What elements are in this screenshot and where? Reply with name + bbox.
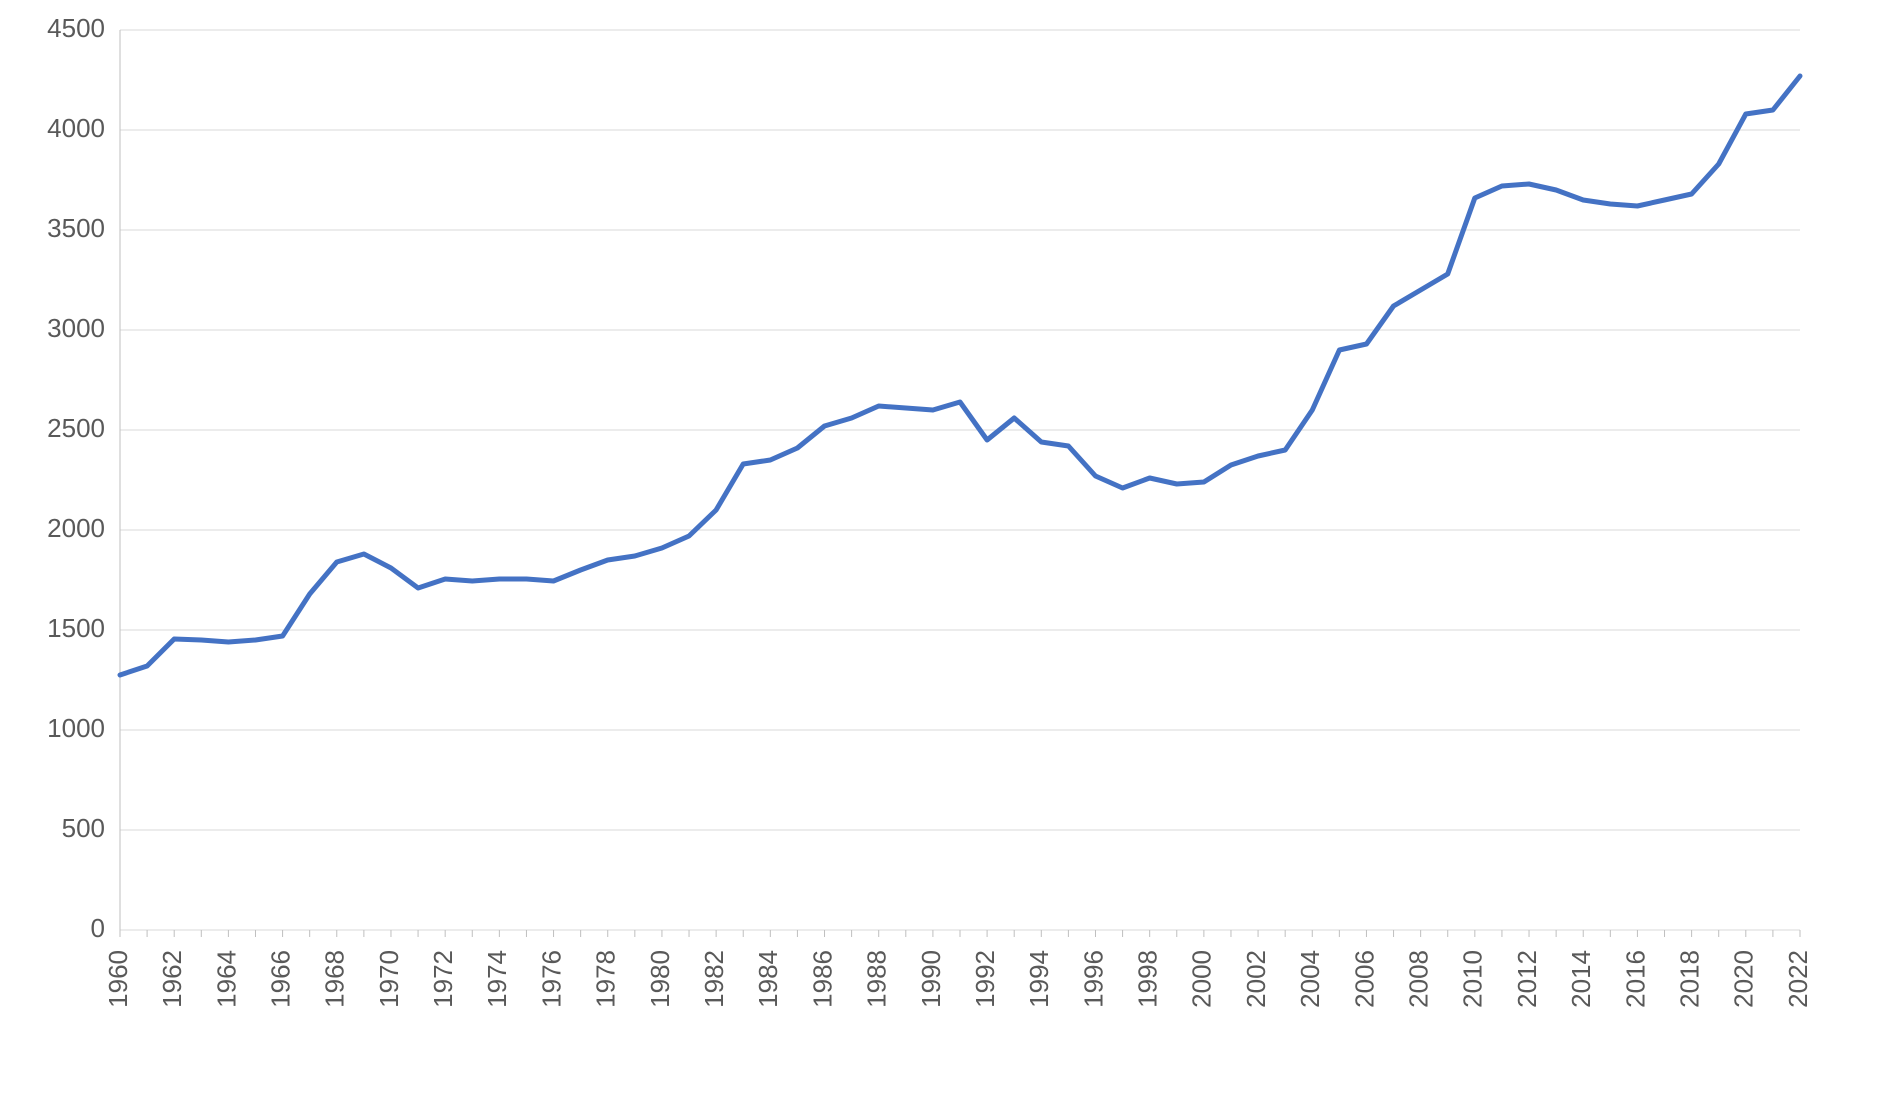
x-tick-label: 2000 [1187,950,1217,1008]
data-series-line [120,76,1800,675]
y-tick-label: 1000 [47,713,105,743]
y-tick-label: 3000 [47,313,105,343]
line-chart: 0 500 1000 1500 2000 2500 3000 3500 4000 4500 1960… [0,0,1898,1104]
x-tick-label: 1978 [591,950,621,1008]
x-tick-label: 1986 [807,950,837,1008]
x-tick-label: 1974 [482,950,512,1008]
x-tick-label: 1998 [1133,950,1163,1008]
x-tick-label: 1982 [699,950,729,1008]
y-tick-label: 2500 [47,413,105,443]
x-tick-label: 2014 [1566,950,1596,1008]
y-tick-label: 4000 [47,113,105,143]
y-tick-label: 0 [91,913,105,943]
y-tick-label: 3500 [47,213,105,243]
x-tick-label: 1972 [428,950,458,1008]
x-tick-label: 1994 [1024,950,1054,1008]
y-tick-label: 500 [62,813,105,843]
y-tick-label: 2000 [47,513,105,543]
x-tick-label: 2020 [1729,950,1759,1008]
x-tick-label: 2006 [1349,950,1379,1008]
x-tick-label: 2002 [1241,950,1271,1008]
chart-svg: 0 500 1000 1500 2000 2500 3000 3500 4000 4500 1960… [0,0,1898,1104]
x-tick-label: 2004 [1295,950,1325,1008]
x-tick-label: 2012 [1512,950,1542,1008]
x-tick-label: 1984 [753,950,783,1008]
x-tick-label: 1960 [103,950,133,1008]
x-tick-label: 1988 [862,950,892,1008]
x-tick-label: 1980 [645,950,675,1008]
x-tick-label: 1996 [1078,950,1108,1008]
x-tick-label: 1962 [157,950,187,1008]
y-tick-label: 1500 [47,613,105,643]
x-tick-label: 2010 [1458,950,1488,1008]
x-tick-label: 1968 [320,950,350,1008]
x-tick-label: 1966 [265,950,295,1008]
x-tick-label: 2008 [1404,950,1434,1008]
x-tick-label: 2018 [1674,950,1704,1008]
x-tick-label: 1976 [536,950,566,1008]
x-tick-label: 1990 [916,950,946,1008]
x-tick-label: 1964 [211,950,241,1008]
x-tick-label: 1970 [374,950,404,1008]
x-tick-label: 1992 [970,950,1000,1008]
x-tick-label: 2022 [1783,950,1813,1008]
y-tick-label: 4500 [47,13,105,43]
x-tick-label: 2016 [1620,950,1650,1008]
